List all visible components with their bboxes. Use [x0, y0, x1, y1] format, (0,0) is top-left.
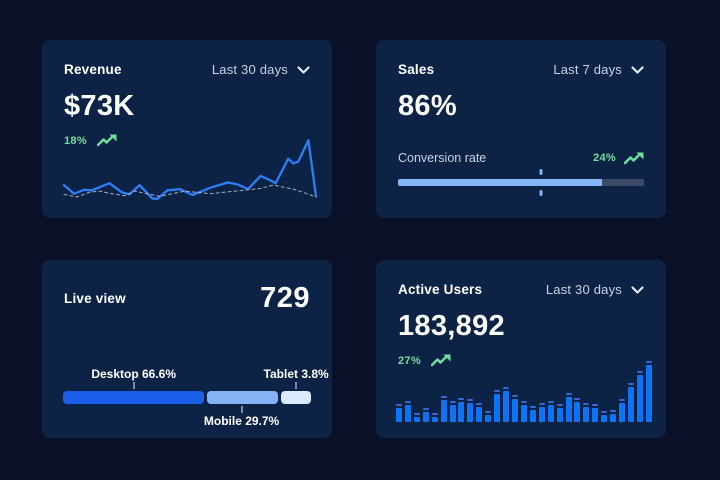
user-bar — [494, 390, 501, 422]
sales-range-label: Last 7 days — [553, 62, 622, 77]
live-view-title: Live view — [64, 291, 126, 306]
user-bar — [601, 411, 608, 422]
user-bar — [520, 401, 527, 422]
user-bar — [529, 406, 536, 422]
active-users-card: Active Users Last 30 days 183,892 27% — [376, 260, 666, 438]
user-bar — [627, 383, 634, 422]
chevron-down-icon — [631, 285, 644, 294]
chevron-down-icon — [631, 65, 644, 74]
sales-card: Sales Last 7 days 86% Conversion rate 24… — [376, 40, 666, 218]
user-bar — [404, 401, 411, 422]
user-bar — [619, 399, 626, 422]
active-users-range-label: Last 30 days — [545, 282, 622, 297]
user-bar — [396, 404, 402, 422]
user-bar — [458, 398, 465, 422]
trending-up-icon — [430, 354, 451, 367]
conversion-progress-bar — [398, 169, 644, 196]
active-users-value: 183,892 — [398, 310, 505, 342]
segment-mobile — [206, 391, 279, 404]
sales-title: Sales — [398, 62, 435, 77]
segment-tablet — [281, 391, 311, 404]
revenue-card: Revenue Last 30 days $73K 18% — [42, 40, 332, 218]
user-bar — [610, 410, 617, 422]
conversion-progress-fill — [398, 179, 603, 186]
trending-up-icon — [624, 152, 644, 164]
segment-desktop — [63, 391, 204, 404]
device-split-bar — [63, 391, 311, 404]
sales-range-dropdown[interactable]: Last 7 days — [553, 62, 644, 77]
user-bar — [503, 387, 510, 422]
user-bar — [547, 401, 554, 422]
active-users-title: Active Users — [398, 282, 483, 297]
active-users-delta: 27% — [398, 354, 421, 367]
desktop-connector-line — [132, 382, 135, 389]
user-bar — [583, 403, 590, 422]
mobile-share-label: Mobile 29.7% — [203, 414, 280, 428]
user-bar — [645, 361, 652, 422]
user-bar — [422, 408, 429, 422]
revenue-range-label: Last 30 days — [211, 62, 288, 77]
sales-value: 86% — [398, 90, 457, 122]
active-users-range-dropdown[interactable]: Last 30 days — [546, 282, 644, 297]
revenue-delta: 18% — [64, 134, 87, 147]
desktop-share-label: Desktop 66.6% — [91, 367, 177, 381]
user-bar — [636, 371, 643, 422]
user-bar — [538, 403, 545, 422]
live-view-card: Live view 729 Desktop 66.6% Tablet 3.8% … — [42, 260, 332, 438]
user-bar — [449, 401, 456, 422]
progress-track — [398, 179, 644, 186]
tablet-share-label: Tablet 3.8% — [263, 367, 329, 381]
tablet-connector-line — [295, 382, 298, 389]
device-split-block: Desktop 66.6% Tablet 3.8% Mobile 29.7% — [63, 367, 329, 428]
revenue-title: Revenue — [64, 62, 122, 77]
revenue-range-dropdown[interactable]: Last 30 days — [212, 62, 310, 77]
user-bar — [574, 398, 581, 422]
user-bar — [485, 411, 492, 422]
sales-delta: 24% — [593, 152, 616, 164]
live-view-count: 729 — [260, 282, 310, 314]
user-bar — [556, 404, 563, 422]
conversion-rate-label: Conversion rate — [398, 151, 487, 165]
trending-up-icon — [96, 134, 117, 147]
revenue-value: $73K — [64, 90, 135, 122]
user-bar — [592, 404, 599, 422]
user-bar — [431, 413, 438, 422]
user-bar — [565, 393, 572, 422]
active-users-bar-chart — [396, 360, 652, 422]
user-bar — [413, 413, 420, 422]
chevron-down-icon — [297, 65, 310, 74]
progress-marker-top — [539, 169, 543, 175]
progress-marker-bottom — [539, 190, 543, 196]
revenue-line-chart — [62, 128, 318, 202]
mobile-connector-line — [240, 406, 243, 413]
user-bar — [476, 403, 483, 422]
user-bar — [467, 399, 474, 422]
user-bar — [511, 395, 518, 422]
user-bar — [440, 396, 447, 422]
